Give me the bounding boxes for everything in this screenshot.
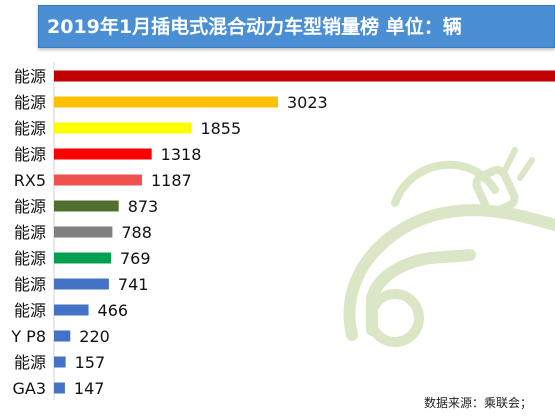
bar-value-label: 1855: [200, 119, 241, 138]
category-label: 能源: [14, 145, 46, 164]
category-label: 能源: [14, 93, 46, 112]
bar-value-label: 3023: [287, 93, 328, 112]
category-label: 能源: [14, 67, 46, 86]
bar: [54, 356, 66, 368]
bar: [54, 70, 555, 82]
category-label: Y P8: [10, 327, 46, 346]
chart-title: 2019年1月插电式混合动力车型销量榜 单位：辆: [47, 16, 462, 38]
bar: [54, 304, 89, 316]
bar-value-label: 788: [121, 223, 152, 242]
bar-value-label: 1318: [161, 145, 202, 164]
bar: [54, 330, 71, 342]
bar: [54, 148, 152, 160]
bar: [54, 252, 111, 264]
bar-value-label: 873: [128, 197, 159, 216]
car-plug-watermark: [343, 147, 555, 347]
bar-value-label: 147: [74, 379, 105, 398]
source-note: 数据来源：乘联会；: [424, 396, 533, 410]
chart-title-bar: 2019年1月插电式混合动力车型销量榜 单位：辆: [38, 5, 555, 48]
category-label: 能源: [14, 197, 46, 216]
bar: [54, 382, 65, 394]
bar-value-label: 220: [79, 327, 110, 346]
bar: [54, 96, 278, 108]
category-label: 能源: [14, 301, 46, 320]
category-label: 能源: [14, 353, 46, 372]
bar-value-label: 1187: [151, 171, 192, 190]
category-label: RX5: [14, 171, 46, 190]
bar-value-label: 741: [118, 275, 149, 294]
bar: [54, 226, 113, 238]
bar-value-label: 157: [75, 353, 106, 372]
bar: [54, 278, 109, 290]
category-label: 能源: [14, 223, 46, 242]
bar: [54, 174, 142, 186]
category-label: GA3: [12, 379, 46, 398]
bar-value-label: 466: [98, 301, 129, 320]
category-label: 能源: [14, 275, 46, 294]
category-label: 能源: [14, 119, 46, 138]
bar: [54, 200, 119, 212]
bar-value-label: 769: [120, 249, 151, 268]
bar: [54, 122, 192, 134]
category-label: 能源: [14, 249, 46, 268]
